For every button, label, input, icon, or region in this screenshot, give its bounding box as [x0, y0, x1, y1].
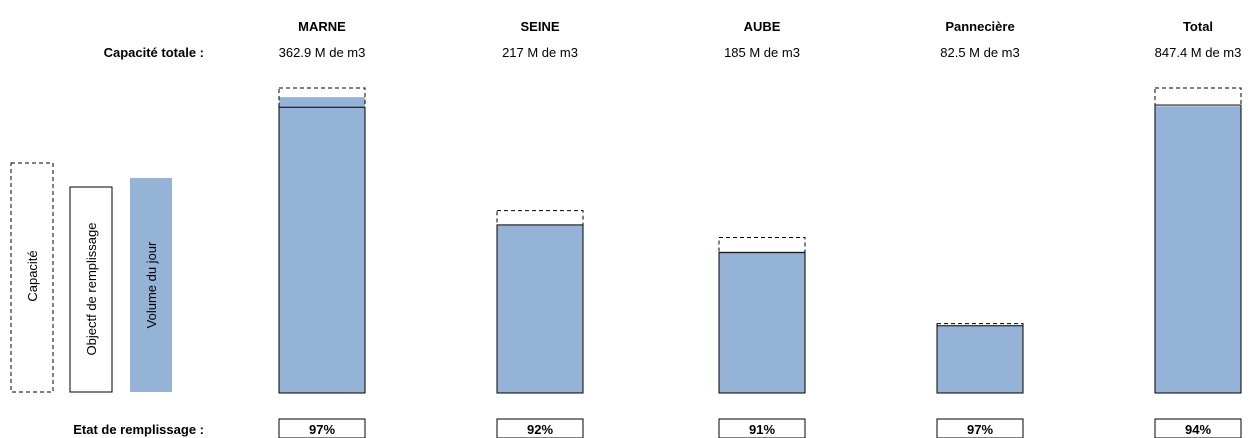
legend-objective-swatch: [69, 186, 113, 393]
category-labels: MARNE SEINE AUBE Pannecière Total: [298, 19, 1213, 34]
capacity-outline-aube: [718, 237, 806, 394]
legend-objective-label: Objectf de remplissage: [84, 223, 99, 356]
volume-bar-total: [1155, 106, 1241, 393]
capacity-label-seine: 217 M de m3: [502, 45, 578, 60]
capacity-row-label: Capacité totale :: [104, 45, 204, 60]
capacity-outline-seine: [496, 210, 584, 394]
fill-box-aube: [718, 418, 806, 438]
volume-bar-aube: [719, 251, 805, 393]
fill-percent-panneciere: 97%: [967, 422, 993, 437]
header-row: Capacité totale :: [104, 45, 204, 60]
volume-bar-panneciere: [937, 325, 1023, 393]
capacity-outline-marne: [278, 87, 366, 394]
legend-capacity-swatch: [10, 162, 54, 393]
category-label-aube: AUBE: [744, 19, 781, 34]
category-label-total: Total: [1183, 19, 1213, 34]
legend-volume-label: Volume du jour: [144, 241, 159, 328]
volume-bar-marne: [279, 97, 365, 394]
category-label-panneciere: Pannecière: [945, 19, 1014, 34]
fill-boxes: 97% 92% 91% 97% 94%: [278, 418, 1242, 438]
fill-row-label: Etat de remplissage :: [73, 422, 204, 437]
fill-percent-total: 94%: [1185, 422, 1211, 437]
capacity-label-marne: 362.9 M de m3: [279, 45, 366, 60]
capacity-outline-panneciere: [936, 323, 1024, 394]
category-label-seine: SEINE: [520, 19, 559, 34]
capacity-label-total: 847.4 M de m3: [1155, 45, 1242, 60]
capacity-labels: 362.9 M de m3 217 M de m3 185 M de m3 82.5 …: [279, 45, 1242, 60]
category-label-marne: MARNE: [298, 19, 346, 34]
footer-row: Etat de remplissage :: [73, 422, 204, 437]
volume-bar-seine: [497, 225, 583, 393]
legend-volume-swatch: [130, 178, 172, 392]
capacity-outline-total: [1154, 87, 1242, 394]
legend: Capacité Objectf de remplissage Volume d…: [10, 162, 172, 393]
fill-percent-aube: 91%: [749, 422, 775, 437]
fill-box-total: [1154, 418, 1242, 438]
fill-box-seine: [496, 418, 584, 438]
capacity-label-panneciere: 82.5 M de m3: [940, 45, 1020, 60]
fill-box-panneciere: [936, 418, 1024, 438]
fill-percent-marne: 97%: [309, 422, 335, 437]
capacity-label-aube: 185 M de m3: [724, 45, 800, 60]
bars: [278, 87, 1242, 394]
legend-capacity-label: Capacité: [25, 250, 40, 301]
fill-box-marne: [278, 418, 366, 438]
fill-percent-seine: 92%: [527, 422, 553, 437]
